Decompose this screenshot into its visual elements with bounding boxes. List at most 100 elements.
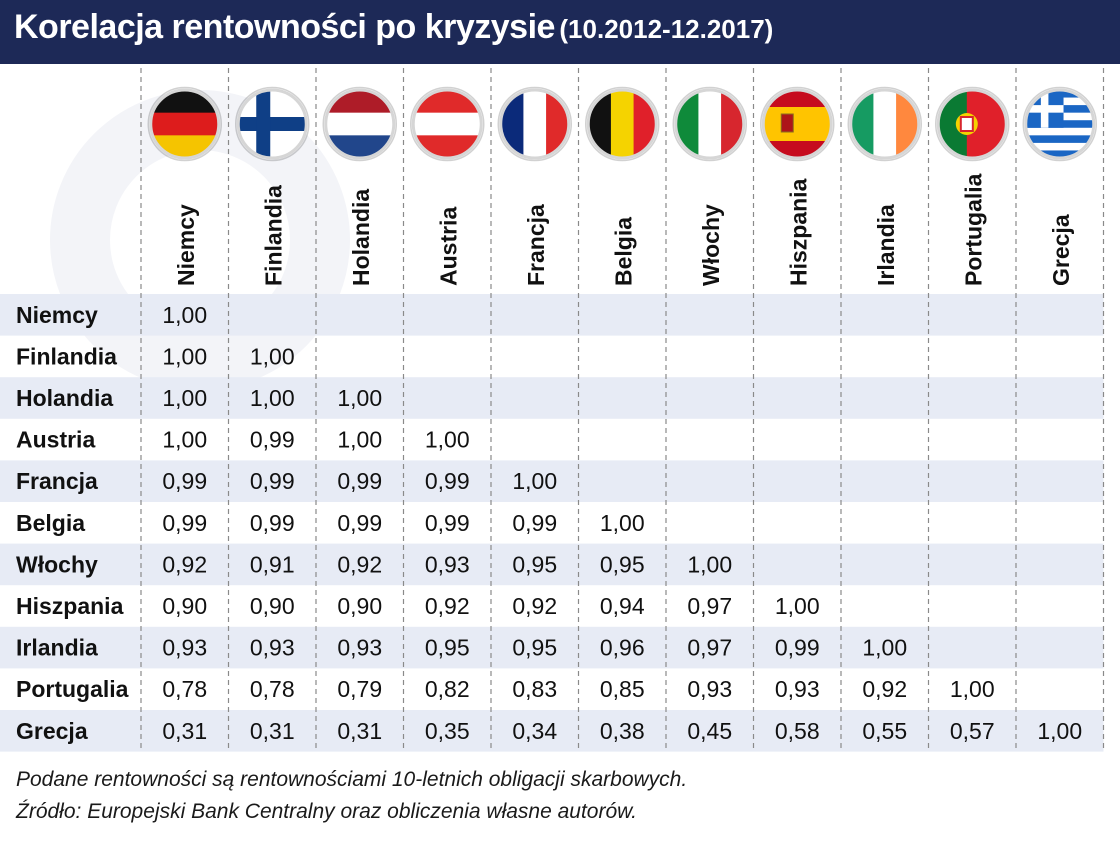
column-header: Niemcy	[173, 204, 199, 286]
column-header: Włochy	[698, 204, 724, 286]
table-cell-value: 0,55	[862, 718, 907, 744]
chart-title-period: (10.2012-12.2017)	[559, 14, 774, 44]
row-band	[0, 543, 1104, 586]
italy-flag-icon	[672, 86, 747, 162]
table-cell-value: 0,78	[162, 676, 207, 702]
table-cell-value: 0,34	[512, 718, 557, 744]
table-cell-value: 0,97	[687, 593, 732, 619]
table-cell-value: 1,00	[337, 427, 382, 453]
table-cell-value: 1,00	[862, 635, 907, 661]
table-cell-value: 0,99	[337, 510, 382, 536]
column-header: Holandia	[348, 189, 374, 286]
netherlands-flag-icon	[322, 86, 397, 162]
table-cell-value: 0,93	[250, 635, 295, 661]
table-cell-value: 0,92	[425, 593, 470, 619]
table-cell-value: 0,31	[162, 718, 207, 744]
table-cell-value: 1,00	[512, 468, 557, 494]
row-band	[0, 626, 1104, 669]
belgium-flag-icon	[585, 86, 660, 162]
table-cell-value: 0,92	[512, 593, 557, 619]
row-label: Francja	[16, 468, 98, 494]
table-cell-value: 0,95	[425, 635, 470, 661]
row-label: Niemcy	[16, 302, 98, 328]
table-cell-value: 0,45	[687, 718, 732, 744]
table-cell-value: 0,91	[250, 551, 295, 577]
column-header: Portugalia	[960, 173, 986, 286]
table-cell-value: 0,95	[512, 551, 557, 577]
table-cell-value: 0,92	[162, 551, 207, 577]
table-cell-value: 0,99	[250, 427, 295, 453]
table-cell-value: 0,85	[600, 676, 645, 702]
table-cell-value: 0,90	[337, 593, 382, 619]
table-cell-value: 1,00	[162, 427, 207, 453]
table-cell-value: 0,35	[425, 718, 470, 744]
table-cell-value: 0,90	[250, 593, 295, 619]
table-cell-value: 1,00	[162, 302, 207, 328]
austria-flag-icon	[410, 86, 485, 162]
table-cell-value: 0,99	[425, 510, 470, 536]
table-cell-value: 1,00	[250, 385, 295, 411]
column-header: Francja	[523, 204, 549, 286]
row-label: Włochy	[16, 551, 98, 577]
table-cell-value: 0,92	[862, 676, 907, 702]
table-cell-value: 1,00	[600, 510, 645, 536]
portugal-flag-icon	[935, 86, 1010, 162]
table-cell-value: 1,00	[337, 385, 382, 411]
row-band	[0, 377, 1104, 419]
chart-title-main: Korelacja rentowności po kryzysie	[14, 8, 555, 46]
germany-flag-icon	[147, 86, 222, 162]
table-cell-value: 0,82	[425, 676, 470, 702]
table-cell-value: 0,95	[600, 551, 645, 577]
table-cell-value: 1,00	[162, 385, 207, 411]
row-label: Holandia	[16, 385, 113, 411]
row-label: Belgia	[16, 510, 85, 536]
ireland-flag-icon	[847, 86, 922, 162]
table-cell-value: 1,00	[687, 551, 732, 577]
table-cell-value: 0,95	[512, 635, 557, 661]
table-cell-value: 0,99	[162, 510, 207, 536]
table-cell-value: 0,99	[512, 510, 557, 536]
table-cell-value: 0,93	[337, 635, 382, 661]
column-header: Hiszpania	[785, 178, 811, 286]
table-cell-value: 1,00	[162, 343, 207, 369]
table-cell-value: 1,00	[425, 427, 470, 453]
table-cell-value: 0,79	[337, 676, 382, 702]
table-cell-value: 1,00	[775, 593, 820, 619]
table-cell-value: 0,93	[775, 676, 820, 702]
table-cell-value: 0,92	[337, 551, 382, 577]
footnote-note: Podane rentowności są rentownościami 10-…	[16, 768, 688, 791]
row-band	[0, 710, 1104, 752]
row-label: Hiszpania	[16, 593, 124, 619]
column-header: Belgia	[610, 217, 636, 286]
row-band	[0, 294, 1104, 336]
table-cell-value: 0,31	[250, 718, 295, 744]
table-cell-value: 0,57	[950, 718, 995, 744]
finland-flag-icon	[235, 86, 310, 162]
table-cell-value: 1,00	[1037, 718, 1082, 744]
column-header: Grecja	[1048, 214, 1074, 286]
table-cell-value: 1,00	[950, 676, 995, 702]
table-cell-value: 1,00	[250, 343, 295, 369]
column-header: Irlandia	[873, 204, 899, 286]
table-cell-value: 0,97	[687, 635, 732, 661]
table-cell-value: 0,99	[337, 468, 382, 494]
column-header: Finlandia	[260, 185, 286, 286]
table-cell-value: 0,99	[162, 468, 207, 494]
row-label: Grecja	[16, 718, 88, 744]
table-cell-value: 0,93	[162, 635, 207, 661]
table-cell-value: 0,83	[512, 676, 557, 702]
table-cell-value: 0,99	[250, 468, 295, 494]
france-flag-icon	[497, 86, 572, 162]
row-band	[0, 460, 1104, 502]
table-cell-value: 0,99	[250, 510, 295, 536]
row-label: Austria	[16, 427, 95, 453]
row-label: Irlandia	[16, 635, 98, 661]
table-cell-value: 0,38	[600, 718, 645, 744]
table-cell-value: 0,78	[250, 676, 295, 702]
title-bar: Korelacja rentowności po kryzysie (10.20…	[0, 0, 1120, 64]
table-cell-value: 0,99	[425, 468, 470, 494]
greece-flag-icon	[1022, 86, 1097, 162]
table-cell-value: 0,93	[687, 676, 732, 702]
footnote-source: Źródło: Europejski Bank Centralny oraz o…	[16, 800, 637, 823]
